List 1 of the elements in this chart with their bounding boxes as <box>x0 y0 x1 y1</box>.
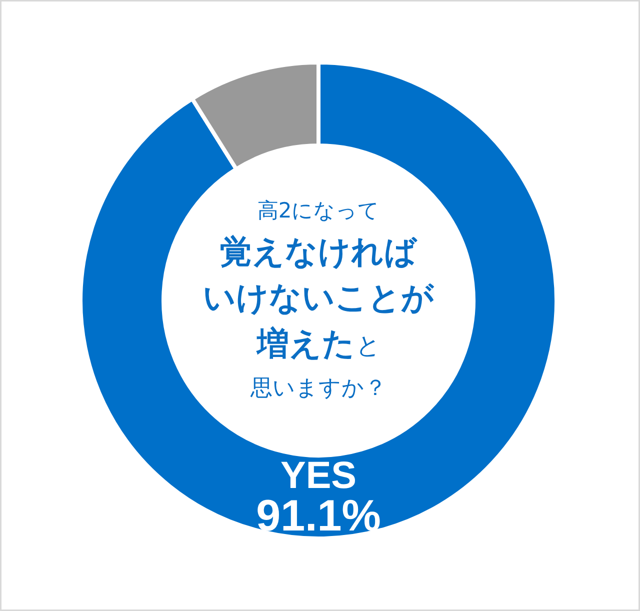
text: 高2になって覚えなければいけないことが増えたと思いますか？ <box>203 198 435 401</box>
